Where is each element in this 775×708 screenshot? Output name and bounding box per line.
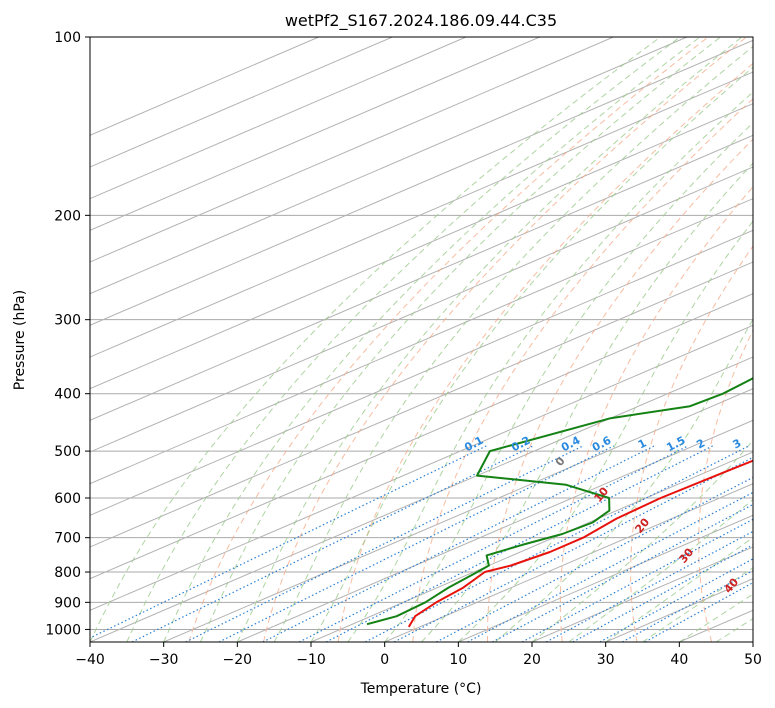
background-lines — [90, 37, 753, 642]
mixing-ratio-line — [436, 476, 753, 642]
mixing-ratio-line — [572, 544, 753, 642]
isotherm-line — [90, 37, 614, 263]
dewpoint-profile-line — [366, 377, 753, 626]
dry-adiabat-line — [630, 245, 753, 642]
x-tick-label: −10 — [296, 652, 326, 668]
isotherm-line — [90, 356, 753, 642]
moist-adiabat-line — [347, 91, 753, 642]
y-tick-label: 600 — [54, 491, 81, 507]
dry-adiabat-line — [559, 186, 753, 642]
isotherm-line — [458, 514, 753, 642]
moist-adiabat-line — [642, 567, 753, 642]
y-tick-label: 100 — [54, 30, 81, 46]
isotherm-line — [90, 37, 467, 200]
x-tick-label: 40 — [670, 652, 688, 668]
plot-frame — [89, 36, 754, 643]
isotherm-line — [90, 324, 753, 611]
x-tick-label: −40 — [75, 652, 105, 668]
y-tick-label: 900 — [54, 595, 81, 611]
dry-adiabat-line — [188, 37, 709, 642]
y-tick-label: 300 — [54, 313, 81, 329]
isotherm-line — [163, 388, 753, 642]
isotherm-line — [90, 37, 393, 168]
dry-adiabat-line — [487, 138, 753, 642]
mixing-ratio-line — [325, 445, 713, 642]
y-tick-label: 500 — [54, 444, 81, 460]
moist-adiabat-line — [384, 122, 753, 642]
isotherm-line — [90, 39, 753, 326]
dry-adiabat-line — [337, 62, 753, 642]
moist-adiabat-line — [273, 45, 753, 642]
temperature-profile-line — [407, 459, 753, 628]
moist-adiabat-line — [457, 220, 753, 642]
mixing-ratio-line — [546, 530, 753, 642]
isotherm-line — [90, 71, 753, 358]
mixing-ratio-line — [298, 445, 689, 642]
x-tick-label: −30 — [149, 652, 179, 668]
mixing-ratio-line — [185, 445, 584, 642]
isotherm-line — [90, 166, 753, 453]
y-tick-label: 800 — [54, 565, 81, 581]
isotherm-line — [384, 483, 753, 642]
dry-adiabat-line — [412, 98, 753, 642]
x-tick-label: 30 — [597, 652, 615, 668]
mixing-ratio-line — [131, 445, 534, 642]
isotherm-line — [90, 198, 753, 485]
moist-adiabat-line — [163, 37, 701, 642]
mixing-ratio-line — [365, 445, 750, 642]
moist-adiabat-line — [421, 162, 753, 642]
moist-adiabat-line — [236, 37, 743, 642]
dry-adiabat-line — [263, 37, 747, 642]
moist-adiabat-line — [605, 536, 753, 642]
moist-adiabat-line — [310, 66, 753, 642]
isotherm-line — [90, 37, 540, 231]
mixing-ratio-line — [262, 445, 655, 642]
axes: −40 −30 −20 −10 0 10 20 30 40 50 100 200 300 400 500 60… — [45, 30, 762, 668]
moist-adiabat-line — [90, 37, 661, 642]
dry-adiabat-line — [698, 329, 753, 642]
isotherm-line — [237, 419, 753, 642]
mixing-ratio-line — [393, 456, 753, 642]
x-tick-label: 10 — [449, 652, 467, 668]
y-tick-label: 400 — [54, 387, 81, 403]
x-axis-label: Temperature (°C) — [360, 681, 482, 697]
y-tick-label: 700 — [54, 531, 81, 547]
x-tick-label: −20 — [223, 652, 253, 668]
chart-title: wetPf2_S167.2024.186.09.44.C35 — [285, 11, 557, 31]
y-axis-label: Pressure (hPa) — [12, 290, 28, 390]
isotherm-line — [90, 229, 753, 516]
moist-adiabat-line — [494, 318, 753, 642]
isotherm-line — [310, 451, 753, 642]
x-tick-label: 50 — [744, 652, 762, 668]
y-tick-label: 200 — [54, 208, 81, 224]
isotherm-line — [90, 37, 688, 295]
x-tick-label: 20 — [523, 652, 541, 668]
x-tick-label: 0 — [380, 652, 389, 668]
isotherm-line — [90, 261, 753, 548]
moist-adiabat-line — [568, 498, 753, 642]
isotherm-line — [90, 293, 753, 580]
profile-lines — [366, 377, 753, 628]
y-tick-label: 1000 — [45, 622, 81, 638]
moist-adiabat-line — [200, 37, 721, 642]
isotherm-line — [90, 134, 753, 421]
